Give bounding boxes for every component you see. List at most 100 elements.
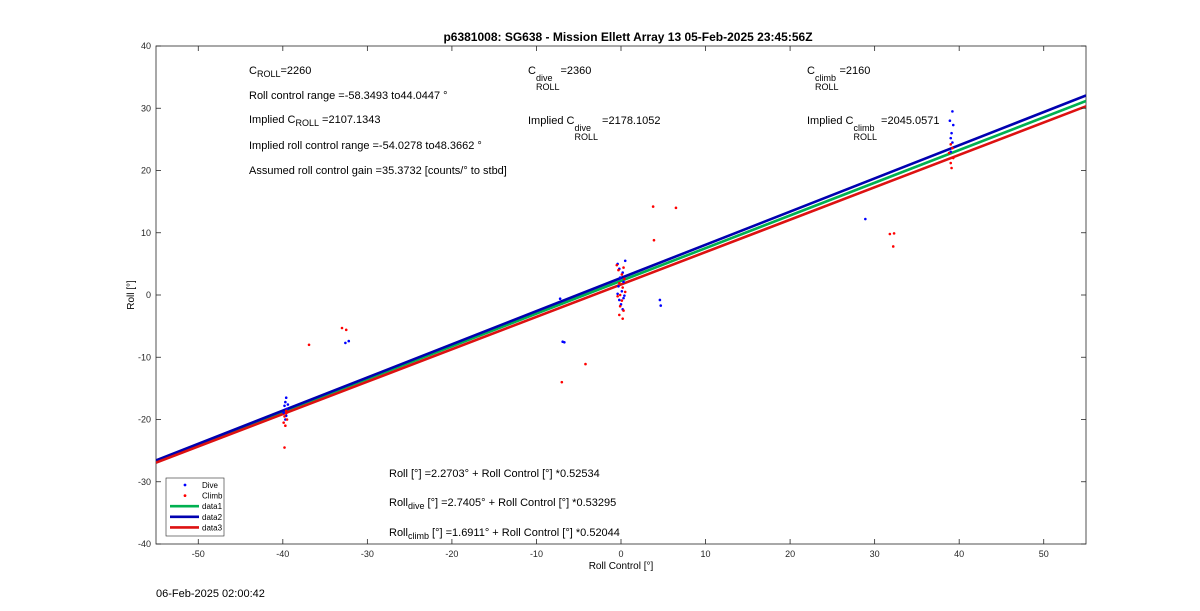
climb-point	[620, 273, 624, 276]
x-tick-label: 40	[954, 549, 964, 559]
x-tick-label: -30	[361, 549, 374, 559]
climb-point	[620, 299, 624, 302]
climb-point	[283, 446, 286, 449]
climb-point	[950, 166, 953, 170]
climb-point	[947, 151, 951, 155]
dive-point	[282, 411, 285, 414]
climb-point	[674, 206, 678, 210]
climb-point	[560, 380, 564, 384]
y-tick-label: 0	[146, 290, 151, 300]
dive-point	[620, 289, 624, 293]
equation-climb: Rollclimb [°] =1.6911° + Roll Control [°…	[389, 527, 620, 541]
climb-point	[615, 263, 619, 267]
x-tick-label: -10	[530, 549, 543, 559]
y-tick-label: -30	[138, 477, 151, 487]
dive-point	[618, 276, 622, 279]
equation-all: Roll [°] =2.2703° + Roll Control [°] *0.…	[389, 468, 600, 480]
dive-point	[864, 217, 867, 221]
climb-point	[622, 266, 625, 269]
x-tick-label: 20	[785, 549, 795, 559]
x-axis-label: Roll Control [°]	[589, 561, 654, 572]
climb-point	[284, 424, 287, 428]
legend-label: data2	[202, 513, 223, 522]
y-tick-label: 30	[141, 103, 151, 113]
x-tick-label: 30	[870, 549, 880, 559]
y-tick-label: 40	[141, 41, 151, 51]
climb-point	[651, 205, 655, 208]
dive-point	[623, 294, 626, 297]
x-tick-label: -50	[192, 549, 205, 559]
x-tick-label: 50	[1039, 549, 1049, 559]
dive-point	[284, 396, 288, 400]
x-tick-label: 10	[701, 549, 711, 559]
footer-timestamp: 06-Feb-2025 02:00:42	[156, 588, 265, 600]
legend-marker-dive	[183, 483, 187, 487]
climb-point	[652, 238, 656, 242]
dive-point	[949, 136, 953, 140]
climb-point	[618, 304, 622, 308]
climb-point	[344, 328, 348, 332]
equation-dive: Rolldive [°] =2.7405° + Roll Control [°]…	[389, 497, 617, 511]
dive-point	[618, 298, 621, 302]
dive-point	[658, 298, 662, 302]
y-tick-label: 10	[141, 228, 151, 238]
dive-point	[948, 119, 952, 122]
climb-point	[618, 313, 621, 317]
legend-label: Dive	[202, 481, 219, 490]
dive-point	[284, 400, 287, 404]
climb-point	[949, 143, 953, 146]
dive-point	[951, 141, 954, 144]
legend-label: data1	[202, 502, 223, 511]
climb-point	[892, 232, 896, 235]
climb-point	[584, 362, 587, 366]
roll-control-gain: Assumed roll control gain =35.3732 [coun…	[249, 165, 507, 177]
implied-roll-control-range: Implied roll control range =-54.0278 to4…	[249, 140, 482, 152]
dive-point	[622, 296, 625, 300]
climb-point	[307, 343, 311, 347]
climb-point	[623, 290, 627, 294]
dive-point	[283, 404, 286, 408]
dive-point	[561, 340, 564, 343]
dive-point	[951, 123, 955, 127]
climb-point	[622, 309, 625, 312]
dive-point	[616, 292, 619, 296]
climb-point	[621, 317, 624, 320]
dive-point	[558, 297, 562, 301]
climb-point	[340, 326, 344, 330]
x-tick-label: 0	[618, 549, 623, 559]
legend-marker-climb	[183, 494, 187, 497]
dive-point	[623, 259, 627, 263]
dive-point	[617, 284, 620, 288]
dive-point	[622, 280, 625, 284]
climb-point	[283, 415, 286, 418]
y-tick-label: 20	[141, 166, 151, 176]
x-tick-label: -40	[276, 549, 289, 559]
climb-point	[617, 268, 620, 272]
dive-point	[951, 110, 954, 113]
y-tick-label: -10	[138, 352, 151, 362]
dive-point	[950, 131, 953, 135]
climb-point	[621, 286, 624, 289]
implied-c-roll: Implied CROLL =2107.1343	[249, 114, 381, 128]
climb-point	[284, 411, 288, 415]
fit-line-data3	[156, 105, 1086, 464]
c-roll-annotation: CROLL=2260	[249, 65, 312, 79]
dive-point	[347, 339, 351, 343]
climb-point	[285, 418, 289, 421]
climb-point	[618, 281, 621, 285]
chart-title: p6381008: SG638 - Mission Ellett Array 1…	[443, 30, 812, 44]
climb-point	[949, 161, 953, 165]
dive-point	[286, 403, 290, 406]
climb-point	[282, 421, 285, 424]
y-axis-label: Roll [°]	[126, 280, 137, 310]
climb-point	[951, 146, 954, 150]
x-tick-label: -20	[445, 549, 458, 559]
climb-point	[891, 245, 895, 248]
roll-control-range: Roll control range =-58.3493 to44.0447 °	[249, 90, 448, 102]
